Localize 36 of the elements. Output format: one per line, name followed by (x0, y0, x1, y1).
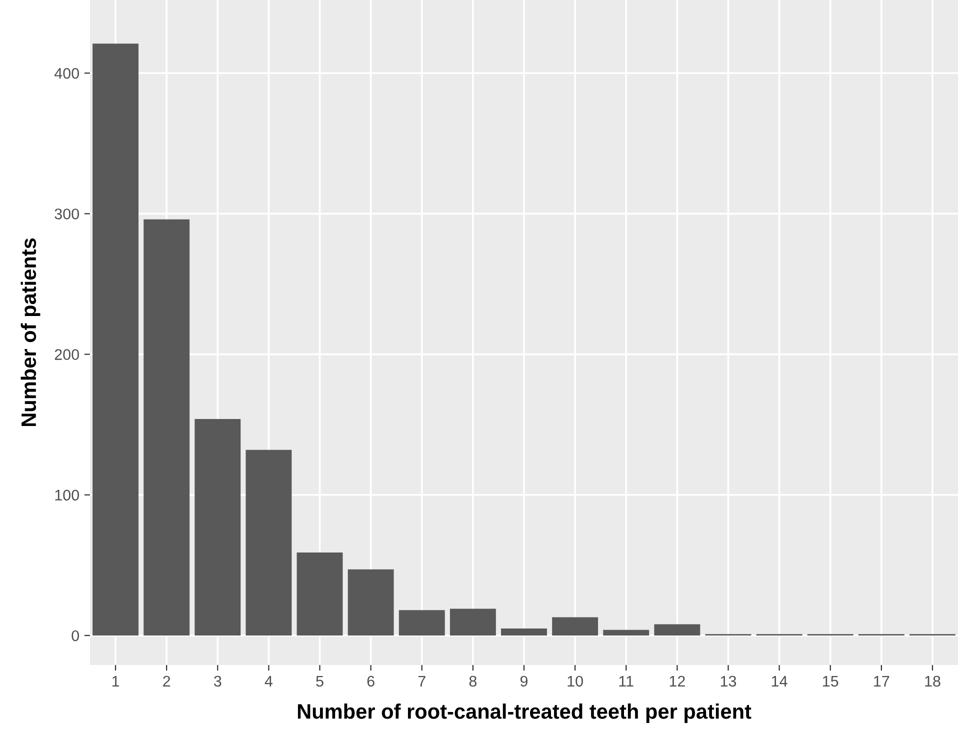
x-tick-label: 18 (925, 676, 940, 687)
bar (450, 608, 496, 636)
y-tick-label: 0 (72, 630, 79, 642)
x-tick-label: 17 (874, 676, 890, 686)
x-tick-label: 12 (670, 676, 685, 686)
x-tick-label: 5 (316, 676, 324, 687)
y-tick-label: 100 (55, 490, 79, 501)
x-tick-label: 13 (720, 676, 736, 687)
bar (144, 219, 190, 636)
y-tick-label: 300 (54, 208, 79, 220)
y-tick-label: 200 (54, 349, 79, 360)
y-tick-label: 400 (54, 68, 79, 79)
bar (398, 610, 445, 636)
x-tick-label: 3 (214, 676, 222, 687)
x-tick-label: 8 (469, 676, 477, 687)
bar (654, 624, 700, 636)
x-tick-label: 6 (367, 676, 374, 687)
bar (552, 617, 598, 636)
bar (603, 630, 650, 636)
x-tick-label: 11 (619, 676, 634, 686)
x-tick-label: 10 (568, 676, 583, 687)
x-tick-label: 2 (163, 676, 170, 686)
bar (348, 569, 394, 636)
x-axis-title: Number of root-canal-treated teeth per patient (298, 704, 752, 723)
bar (92, 44, 139, 636)
x-tick-label: 7 (418, 676, 426, 686)
bar (501, 628, 547, 636)
x-tick-label: 15 (823, 676, 838, 687)
x-tick-label: 14 (772, 676, 788, 686)
x-tick-label: 9 (520, 676, 528, 687)
bar (194, 418, 241, 636)
x-tick-label: 1 (112, 676, 120, 686)
y-axis-title: Number of patients (20, 238, 40, 426)
bar (246, 450, 292, 636)
x-tick-label: 4 (264, 676, 273, 686)
bar (296, 552, 343, 636)
